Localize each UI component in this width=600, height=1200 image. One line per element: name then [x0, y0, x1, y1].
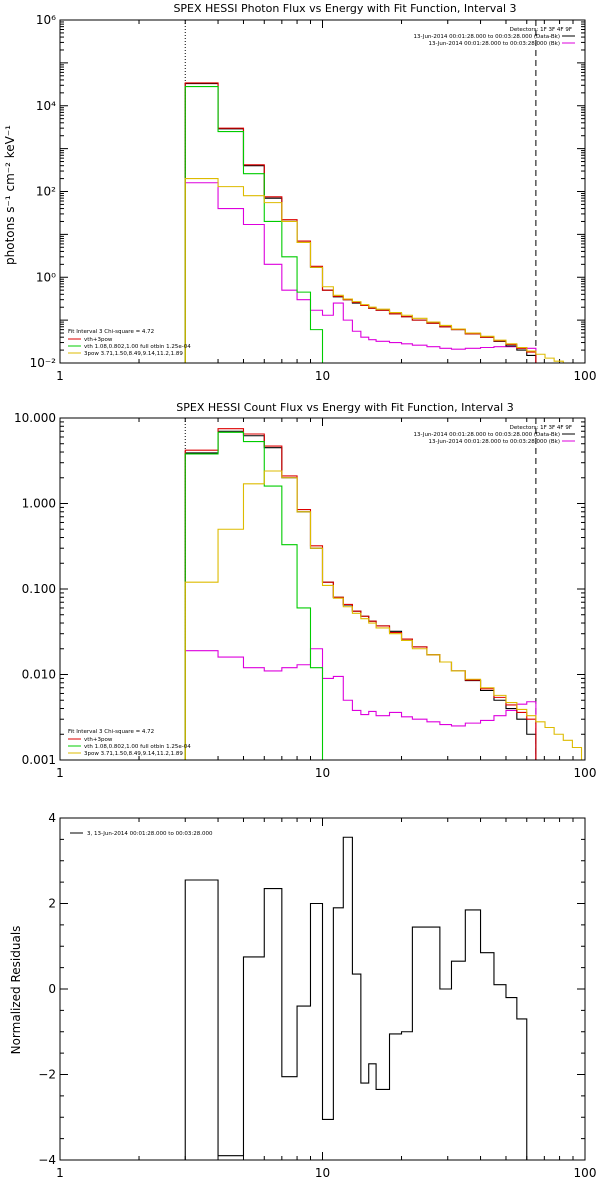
- x-tick-label: 10: [315, 369, 330, 383]
- x-tick-label: 100: [574, 1166, 597, 1180]
- count-flux-title: SPEX HESSI Count Flux vs Energy with Fit…: [176, 401, 513, 414]
- x-tick-label: 1: [56, 1166, 64, 1180]
- photon-flux-legend-entry: 13-Jun-2014 00:01:28.000 to 00:03:28.000…: [428, 41, 560, 47]
- data-layer: [184, 836, 537, 1160]
- residuals-plot-area: 1 10 100 −4 −2 0 2 4: [38, 811, 596, 1180]
- photon-flux-fit-entry: 3pow 3.71,1.50,8.49,9.14,11.2,1.89: [84, 351, 183, 357]
- count-flux-plot-area: 1 10 100 0.001 0.010 0.100 1.000 10.000: [14, 411, 596, 780]
- series-yellow-line: [184, 178, 564, 363]
- count-flux-detectors: Detectors: 1F 3F 4F 9F: [510, 425, 572, 431]
- residuals-panel: Normalized Residuals 1 10 100 −4 −2 0 2 4 3, 13…: [9, 811, 596, 1180]
- y-tick-label: −4: [38, 1153, 56, 1167]
- y-tick-label: 10⁶: [36, 13, 56, 27]
- photon-flux-detectors: Detectors: 1F 3F 4F 9F: [510, 27, 572, 33]
- x-tick-label: 100: [574, 766, 597, 780]
- count-flux-legend-entry: 13-Jun-2014 00:01:28.000 to 00:03:28.000…: [414, 432, 560, 438]
- photon-flux-ylabel: photons s⁻¹ cm⁻² keV⁻¹: [3, 125, 17, 265]
- series-yellow-line: [184, 470, 583, 760]
- count-flux-legend-top: Detectors: 1F 3F 4F 9F 13-Jun-2014 00:01…: [414, 425, 575, 445]
- series-bk-line: [184, 182, 537, 363]
- count-flux-fit-header: Fit Interval 3 Chi-square = 4.72: [68, 729, 154, 735]
- plot-frame: [59, 19, 586, 364]
- x-tick-label: 10: [315, 1166, 330, 1180]
- y-tick-label: 10.000: [14, 411, 56, 425]
- count-flux-fit-entry: 3pow 3.71,1.50,8.49,9.14,11.2,1.89: [84, 751, 183, 757]
- photon-flux-legend-entry: 13-Jun-2014 00:01:28.000 to 00:03:28.000…: [414, 34, 560, 40]
- y-tick-label: 0.010: [22, 668, 56, 682]
- x-tick-label: 1: [56, 766, 64, 780]
- count-flux-legend-entry: 13-Jun-2014 00:01:28.000 to 00:03:28.000…: [428, 439, 560, 445]
- plot-frame: [59, 817, 586, 1161]
- data-layer: [184, 418, 583, 760]
- series-data-line: [184, 82, 537, 363]
- y-tick-label: 10²: [36, 185, 56, 199]
- residuals-legend-label: 3, 13-Jun-2014 00:01:28.000 to 00:03:28.…: [87, 831, 213, 837]
- y-tick-label: 10⁴: [36, 99, 56, 113]
- y-tick-label: 10⁰: [36, 270, 56, 284]
- photon-flux-fit-header: Fit Interval 3 Chi-square = 4.72: [68, 329, 154, 335]
- series-red-line: [184, 82, 537, 363]
- count-flux-legend-bottom: Fit Interval 3 Chi-square = 4.72 vth+3po…: [68, 729, 191, 757]
- photon-flux-fit-entry: vth+3pow: [84, 337, 113, 343]
- count-flux-fit-entry: vth+3pow: [84, 737, 113, 743]
- count-flux-fit-entry: vth 1.08,0.802,1.00 full otbin 1.25e-04: [84, 744, 191, 750]
- y-tick-label: −2: [38, 1068, 56, 1082]
- x-tick-label: 1: [56, 369, 64, 383]
- residuals-ylabel: Normalized Residuals: [9, 926, 23, 1055]
- y-tick-label: 2: [48, 897, 56, 911]
- photon-flux-legend-bottom: Fit Interval 3 Chi-square = 4.72 vth+3po…: [68, 329, 191, 357]
- photon-flux-fit-entry: vth 1.08,0.802,1.00 full otbin 1.25e-04: [84, 344, 191, 350]
- series-bk-line: [184, 648, 537, 760]
- series-green-line: [184, 431, 334, 760]
- x-tick-label: 10: [315, 766, 330, 780]
- y-tick-label: 0.001: [22, 753, 56, 767]
- residuals-line: [184, 836, 537, 1160]
- photon-flux-panel: SPEX HESSI Photon Flux vs Energy with Fi…: [3, 2, 596, 383]
- plot-frame: [59, 417, 586, 761]
- y-tick-label: 0.100: [22, 582, 56, 596]
- count-flux-panel: SPEX HESSI Count Flux vs Energy with Fit…: [14, 401, 596, 780]
- y-tick-label: 1.000: [22, 497, 56, 511]
- x-tick-label: 100: [574, 369, 597, 383]
- photon-flux-legend-top: Detectors: 1F 3F 4F 9F 13-Jun-2014 00:01…: [414, 27, 575, 47]
- photon-flux-plot-area: 1 10 100 10⁻² 10⁰ 10² 10⁴ 10⁶: [30, 13, 597, 383]
- data-layer: [184, 20, 564, 363]
- y-tick-label: 0: [48, 982, 56, 996]
- y-tick-label: 4: [48, 811, 56, 825]
- y-tick-label: 10⁻²: [30, 356, 57, 370]
- series-green-line: [184, 86, 334, 363]
- photon-flux-title: SPEX HESSI Photon Flux vs Energy with Fi…: [173, 2, 516, 15]
